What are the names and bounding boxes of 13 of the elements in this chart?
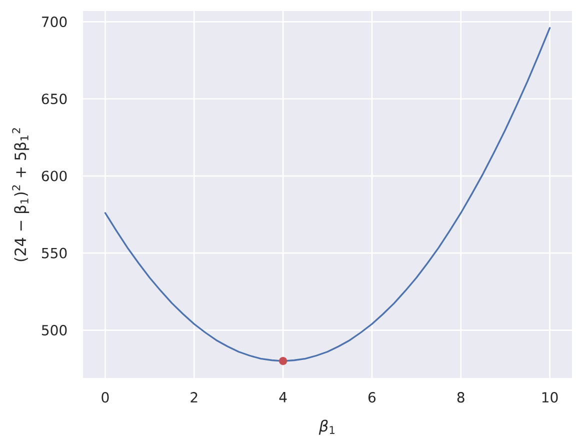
x-tick-label: 6 <box>368 392 376 403</box>
x-tick-label: 8 <box>457 392 464 403</box>
y-tick-label: 550 <box>42 248 67 258</box>
y-tick-label: 700 <box>42 16 67 28</box>
y-tick-label: 600 <box>42 170 67 182</box>
y-tick-label: 650 <box>42 94 67 104</box>
x-tick-label: 10 <box>542 392 558 403</box>
x-axis-title: β$_{1}$ <box>318 420 334 435</box>
x-tick-label: 0 <box>102 392 109 403</box>
y-axis-title: (24 − β$_{1}$)$^{2}$ + 5β$_{1}$2 <box>12 128 30 262</box>
y-tick-label: 500 <box>42 324 67 336</box>
x-tick-label: 2 <box>190 392 198 402</box>
x-tick-label: 4 <box>279 392 287 402</box>
